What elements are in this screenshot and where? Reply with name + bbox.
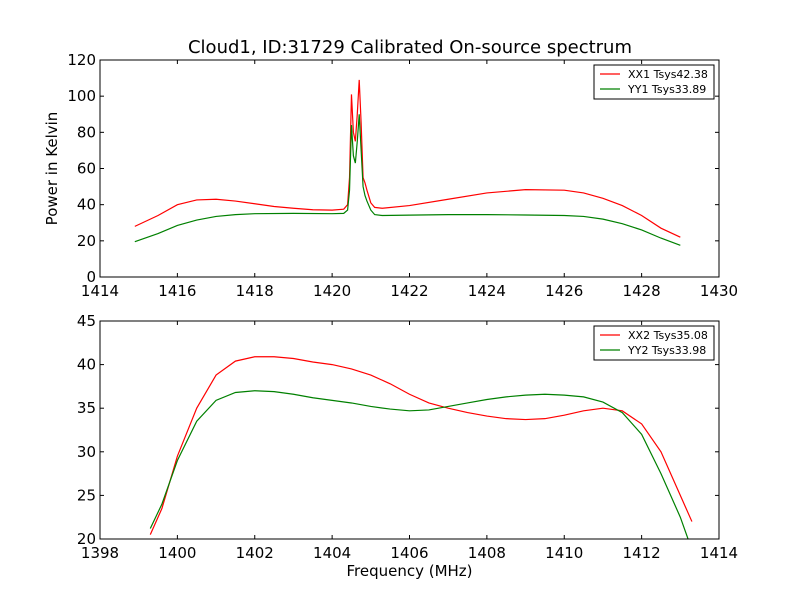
legend-entry: XX1 Tsys42.38	[628, 68, 708, 81]
x-tick-label: 1420	[313, 282, 351, 300]
y-tick-label: 60	[77, 160, 96, 178]
series-line-2-1	[149, 356, 693, 535]
y-tick-label: 40	[77, 196, 96, 214]
y-tick-label: 40	[77, 356, 96, 374]
legend-entry: YY2 Tsys33.98	[627, 344, 706, 357]
plots-layer: 1414 1416 1418 1420 1422 1424 1426 1428 1430 0 20 4…	[43, 51, 738, 580]
x-tick-label: 1414	[81, 282, 119, 300]
x-tick-label: 1428	[623, 282, 661, 300]
legend-box	[593, 325, 715, 361]
x-axis-label: Frequency (MHz)	[346, 562, 472, 580]
x-tick-label: 1416	[158, 282, 196, 300]
legend: XX1 Tsys42.38 YY1 Tsys33.89	[593, 64, 715, 100]
x-tick-label: 1410	[545, 544, 583, 562]
legend-box	[593, 64, 715, 100]
x-tick-label: 1400	[158, 544, 196, 562]
legend-entry: XX2 Tsys35.08	[628, 329, 708, 342]
x-tick-label: 1430	[700, 282, 738, 300]
y-tick-label: 25	[77, 486, 96, 504]
subplot-2: 1398 1400 1402 1404 1406 1408 1410 1412 1414 20 25…	[77, 312, 738, 580]
y-tick-label: 0	[86, 268, 96, 286]
y-tick-label: 30	[77, 443, 96, 461]
x-tick-label: 1418	[236, 282, 274, 300]
series-line-1-2	[134, 114, 681, 246]
x-tick-label: 1406	[390, 544, 428, 562]
x-tick-label: 1422	[390, 282, 428, 300]
x-tick-label: 1408	[468, 544, 506, 562]
x-tick-label: 1424	[468, 282, 506, 300]
y-tick-label: 35	[77, 399, 96, 417]
x-tick-label: 1398	[81, 544, 119, 562]
y-tick-label: 20	[77, 530, 96, 548]
series-line-1-1	[134, 79, 681, 238]
legend-entry: YY1 Tsys33.89	[627, 83, 706, 96]
y-tick-label: 100	[67, 87, 96, 105]
y-axis-label: Power in Kelvin	[43, 112, 61, 226]
subplot-1: 1414 1416 1418 1420 1422 1424 1426 1428 1430 0 20 4…	[43, 51, 738, 300]
y-tick-label: 45	[77, 312, 96, 330]
y-tick-label: 20	[77, 232, 96, 250]
y-tick-label: 120	[67, 51, 96, 69]
series-line-2-2	[149, 390, 689, 539]
x-tick-label: 1412	[623, 544, 661, 562]
x-tick-label: 1402	[236, 544, 274, 562]
legend: XX2 Tsys35.08 YY2 Tsys33.98	[593, 325, 715, 361]
x-tick-label: 1404	[313, 544, 351, 562]
x-tick-label: 1426	[545, 282, 583, 300]
figure-title: Cloud1, ID:31729 Calibrated On-source sp…	[188, 37, 632, 58]
y-tick-label: 80	[77, 123, 96, 141]
x-tick-label: 1414	[700, 544, 738, 562]
